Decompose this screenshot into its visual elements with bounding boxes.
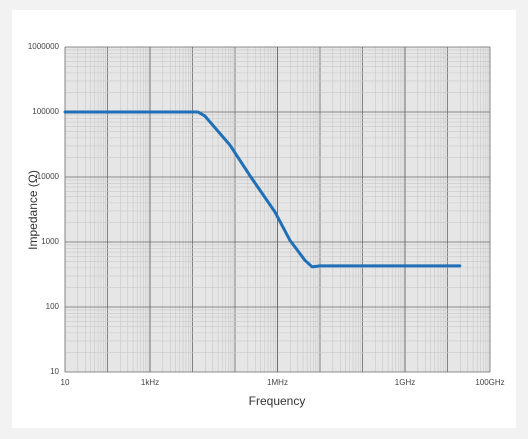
- x-tick-label: 1MHz: [267, 378, 288, 387]
- x-axis-label: Frequency: [249, 394, 306, 408]
- x-tick-label: 10: [61, 378, 70, 387]
- y-tick-label: 10: [50, 367, 59, 376]
- x-tick-label: 1kHz: [141, 378, 159, 387]
- x-tick-label: 100GHz: [475, 378, 504, 387]
- y-axis-label: Impedance (Ω): [26, 170, 40, 250]
- y-tick-label: 100000: [32, 107, 59, 116]
- y-tick-label: 10000: [37, 172, 60, 181]
- y-tick-label: 100: [46, 302, 60, 311]
- data-line: [63, 110, 462, 269]
- y-tick-label: 1000: [41, 237, 59, 246]
- y-tick-label: 1000000: [28, 42, 60, 51]
- x-tick-label: 1GHz: [395, 378, 415, 387]
